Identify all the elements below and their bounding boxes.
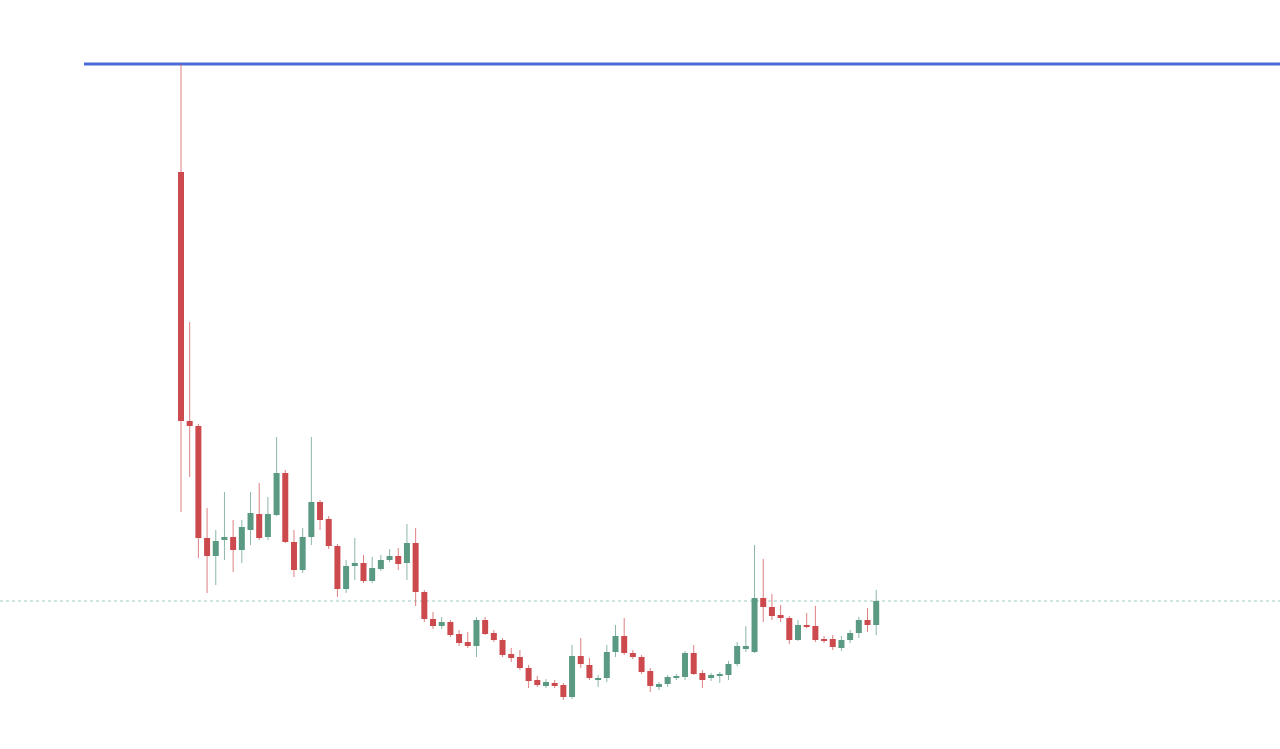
candle-body bbox=[369, 568, 376, 581]
candle-body bbox=[464, 642, 471, 646]
candle-body bbox=[647, 671, 654, 686]
candle-body bbox=[282, 473, 289, 542]
candle-body bbox=[612, 636, 619, 652]
candle-body bbox=[655, 684, 662, 687]
candle-body bbox=[221, 537, 228, 540]
candle-body bbox=[716, 674, 723, 676]
candle-body bbox=[186, 421, 193, 426]
candle-body bbox=[412, 543, 419, 592]
candle-body bbox=[777, 615, 784, 618]
candle-body bbox=[508, 654, 515, 658]
candle-body bbox=[395, 556, 402, 564]
candle-body bbox=[377, 560, 384, 569]
candle-body bbox=[682, 653, 689, 677]
candle-body bbox=[386, 556, 393, 560]
candle-body bbox=[430, 619, 437, 626]
candle-body bbox=[499, 640, 506, 655]
candle-body bbox=[473, 620, 480, 646]
candle-body bbox=[447, 622, 454, 635]
candle-body bbox=[325, 519, 332, 546]
candle-body bbox=[725, 664, 732, 675]
candle-body bbox=[195, 426, 202, 538]
candle-body bbox=[699, 673, 706, 680]
candle-body bbox=[829, 639, 836, 647]
candle-body bbox=[794, 625, 801, 640]
candle-body bbox=[838, 640, 845, 648]
candle-body bbox=[577, 656, 584, 664]
candle-body bbox=[855, 620, 862, 633]
candle-body bbox=[751, 598, 758, 652]
candle-body bbox=[238, 527, 245, 550]
candle-body bbox=[525, 668, 532, 681]
candle-body bbox=[569, 656, 576, 697]
candle-body bbox=[629, 653, 636, 657]
candle-body bbox=[360, 563, 367, 581]
candle-body bbox=[534, 680, 541, 685]
candle-body bbox=[273, 473, 280, 515]
candle-body bbox=[178, 172, 184, 421]
candle-body bbox=[821, 639, 828, 641]
candle-body bbox=[299, 537, 306, 570]
candle-body bbox=[847, 633, 854, 640]
candle-body bbox=[734, 646, 741, 664]
candle-body bbox=[247, 513, 254, 530]
candle-body bbox=[873, 601, 880, 625]
candle-body bbox=[343, 566, 350, 589]
candle-body bbox=[351, 563, 358, 566]
candle-body bbox=[742, 646, 749, 649]
candle-body bbox=[621, 636, 628, 653]
candle-body bbox=[690, 653, 697, 674]
candle-body bbox=[308, 502, 315, 537]
candle-body bbox=[664, 677, 671, 684]
candle-body bbox=[542, 682, 549, 686]
candle-body bbox=[673, 676, 680, 678]
candle-body bbox=[708, 675, 715, 678]
candle-body bbox=[603, 652, 610, 678]
candle-body bbox=[760, 598, 767, 607]
candle-body bbox=[456, 634, 463, 643]
candle-body bbox=[403, 543, 410, 563]
candle-body bbox=[490, 633, 497, 640]
candle-body bbox=[812, 626, 819, 640]
candle-body bbox=[264, 514, 271, 537]
candle-body bbox=[803, 625, 810, 627]
candle-body bbox=[586, 665, 593, 678]
candle-body bbox=[334, 546, 341, 589]
candle-body bbox=[638, 657, 645, 672]
candle-body bbox=[482, 620, 489, 634]
candle-body bbox=[212, 541, 219, 556]
candle-body bbox=[551, 683, 558, 686]
candle-body bbox=[421, 592, 428, 619]
candle-body bbox=[204, 538, 211, 556]
candle-body bbox=[290, 542, 297, 570]
candle-body bbox=[786, 618, 793, 640]
candle-body bbox=[516, 657, 523, 668]
candle-body bbox=[317, 502, 324, 520]
candle-body bbox=[230, 537, 237, 550]
candle-body bbox=[560, 685, 567, 697]
candle-body bbox=[256, 514, 263, 538]
candle-body bbox=[768, 607, 775, 616]
candle-body bbox=[438, 622, 445, 626]
candle-body bbox=[864, 620, 871, 625]
candle-body bbox=[595, 678, 602, 680]
